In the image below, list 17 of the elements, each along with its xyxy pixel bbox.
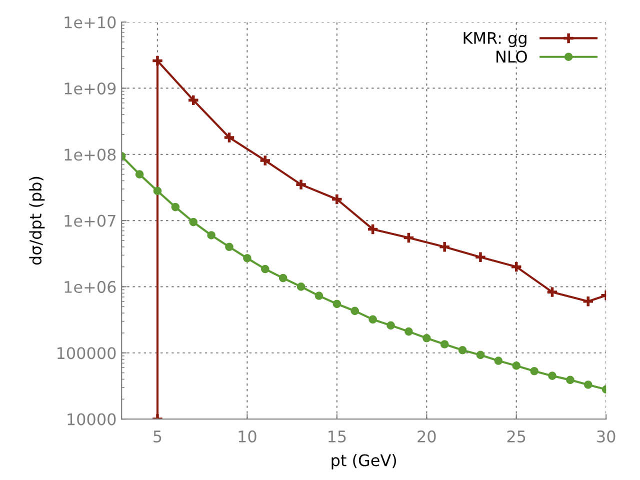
x-tick-label: 25: [507, 430, 526, 443]
x-tick-label: 15: [328, 430, 346, 443]
x-tick-label: 30: [597, 430, 616, 443]
y-tick-label: 1e+08: [64, 148, 116, 161]
y-tick-label: 10000: [68, 413, 116, 426]
legend-label: KMR: gg: [464, 32, 526, 48]
y-axis-title: dσ/dpt (pb): [29, 176, 45, 265]
x-tick-label: 10: [238, 430, 256, 443]
x-tick-label: 5: [154, 430, 162, 443]
y-tick-label: 1e+09: [64, 82, 116, 95]
y-tick-label: 1e+06: [64, 280, 116, 294]
y-tick-label: 1e+07: [64, 214, 116, 227]
x-axis-title: pt (GeV): [332, 454, 396, 470]
x-tick-label: 20: [418, 430, 436, 443]
y-tick-label: 100000: [58, 347, 116, 360]
legend-label: NLO: [496, 50, 527, 63]
y-tick-label: 1e+10: [64, 16, 116, 28]
